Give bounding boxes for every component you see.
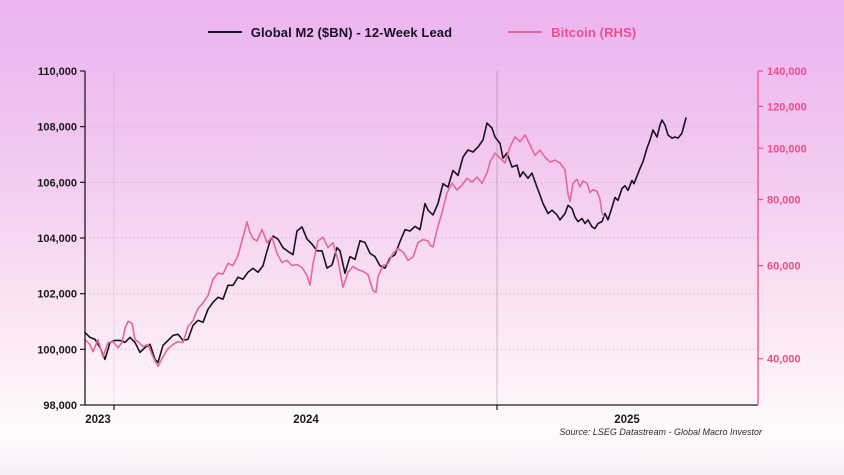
x-axis-year-label: 2024 [293, 414, 319, 426]
left-axis-tick-label: 100,000 [37, 344, 77, 356]
legend-item-bitcoin: Bitcoin (RHS) [508, 25, 636, 40]
legend-item-global-m2: Global M2 ($BN) - 12-Week Lead [207, 24, 453, 40]
right-axis-tick-label: 40,000 [767, 354, 801, 366]
btc-legend-label: Bitcoin (RHS) [551, 24, 637, 40]
m2-line-series [84, 117, 687, 364]
right-axis-tick-label: 140,000 [767, 66, 807, 78]
m2-line-swatch [207, 31, 242, 33]
right-axis-tick-label: 100,000 [767, 143, 807, 155]
x-axis-year-label: 2025 [614, 414, 640, 426]
btc-line-series [84, 134, 605, 368]
m2-legend-label: Global M2 ($BN) - 12-Week Lead [250, 24, 453, 40]
right-axis-tick-label: 120,000 [767, 101, 807, 113]
legend: Global M2 ($BN) - 12-Week Lead Bitcoin (… [0, 22, 844, 42]
left-axis-tick-label: 110,000 [38, 66, 77, 78]
right-axis-tick-label: 60,000 [767, 261, 801, 273]
btc-line-swatch [508, 31, 543, 33]
left-axis-tick-label: 102,000 [37, 289, 77, 301]
left-axis-tick-label: 98,000 [43, 400, 77, 412]
source-note: Source: LSEG Datastream - Global Macro I… [559, 427, 762, 437]
left-axis-tick-label: 108,000 [37, 122, 77, 134]
right-axis-tick-label: 80,000 [767, 195, 801, 207]
left-axis-tick-label: 106,000 [37, 177, 77, 189]
left-axis-tick-label: 104,000 [37, 233, 77, 245]
x-axis-year-label: 2023 [85, 414, 111, 426]
